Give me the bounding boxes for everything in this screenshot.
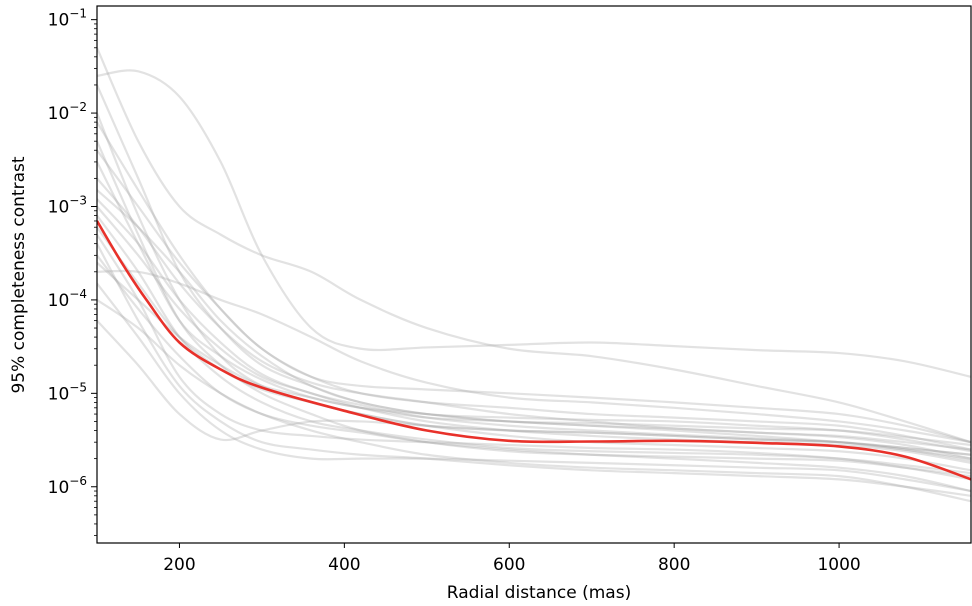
contrast-curve-21 <box>97 198 971 462</box>
contrast-curve-11 <box>97 189 971 453</box>
contrast-curve-7 <box>97 84 971 447</box>
y-tick-base: 10 <box>48 197 70 217</box>
contrast-curve-5 <box>97 161 971 460</box>
contrast-curve-1 <box>97 69 971 378</box>
curve-layer <box>97 47 971 503</box>
contrast-curve-2 <box>97 47 971 444</box>
y-tick-exponent: −1 <box>69 7 87 21</box>
y-tick-base: 10 <box>48 11 70 31</box>
contrast-curve-13 <box>97 254 971 493</box>
x-axis: 200 400 600 800 1000 <box>163 543 861 575</box>
contrast-curve-20 <box>97 261 971 460</box>
y-tick-exponent: −6 <box>69 474 87 488</box>
contrast-curve-9 <box>97 319 971 456</box>
y-tick-exponent: −5 <box>69 380 87 394</box>
x-tick-label: 200 <box>163 555 195 575</box>
x-tick-label: 800 <box>658 555 690 575</box>
y-tick-base: 10 <box>48 478 70 498</box>
x-tick-label: 600 <box>493 555 525 575</box>
median-contrast-curve <box>97 220 971 481</box>
contrast-curve-10 <box>97 149 971 451</box>
contrast-curve-3 <box>97 269 971 444</box>
y-tick-label: 10−1 <box>48 7 87 31</box>
y-tick-label: 10−6 <box>48 474 87 498</box>
y-tick-base: 10 <box>48 384 70 404</box>
plot-frame <box>96 5 972 544</box>
contrast-curve-4 <box>97 112 971 456</box>
contrast-curve-17 <box>97 226 971 472</box>
y-tick-label: 10−4 <box>48 287 87 311</box>
contrast-curve-6 <box>97 234 971 481</box>
contrast-curve-16 <box>97 177 971 451</box>
x-tick-label: 400 <box>328 555 360 575</box>
contrast-curve-15 <box>97 140 971 478</box>
contrast-curve-19 <box>97 121 971 444</box>
y-axis: 10−610−510−410−310−210−1 <box>48 7 97 537</box>
contrast-curve-18 <box>97 243 971 497</box>
y-tick-exponent: −4 <box>69 287 87 301</box>
y-tick-label: 10−3 <box>48 193 87 217</box>
x-tick-label: 1000 <box>817 555 860 575</box>
contrast-curve-22 <box>97 282 971 493</box>
y-tick-exponent: −3 <box>69 193 87 207</box>
y-tick-label: 10−2 <box>48 100 87 124</box>
y-tick-label: 10−5 <box>48 380 87 404</box>
y-tick-base: 10 <box>48 291 70 311</box>
x-axis-label: Radial distance (mas) <box>447 583 631 603</box>
contrast-curve-14 <box>97 299 971 503</box>
y-axis-label: 95% completeness contrast <box>9 156 29 393</box>
y-tick-exponent: −2 <box>69 100 87 114</box>
y-tick-base: 10 <box>48 104 70 124</box>
